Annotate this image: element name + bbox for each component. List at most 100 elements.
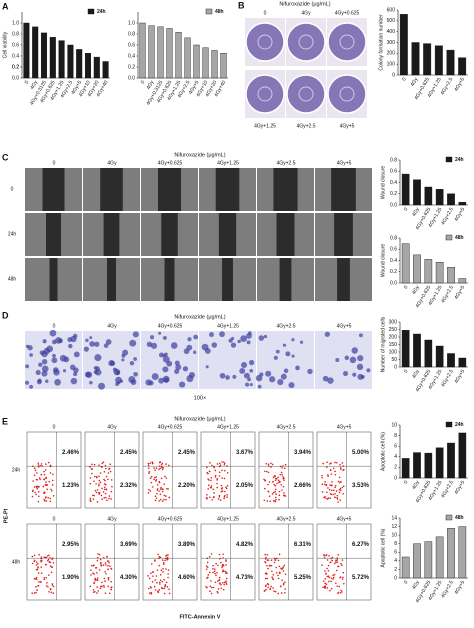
event [268,495,271,498]
event [330,580,332,583]
event [216,479,218,481]
event [37,462,40,464]
event [333,489,335,492]
column-label: 4Gy+0.625 [158,160,183,166]
event [155,467,158,470]
event [150,591,153,594]
bar [166,28,173,79]
event [167,488,169,490]
event [104,580,106,582]
event [210,592,213,595]
event [149,462,151,465]
cell [295,365,300,371]
event [92,494,94,497]
x-tick-label: 4Gy [411,206,421,217]
event [277,479,280,482]
event [342,492,345,495]
event [156,492,158,495]
event [91,463,93,466]
event [107,579,110,581]
event [36,487,39,490]
event [154,469,156,471]
dish-label: 0 [264,10,267,16]
event [206,466,208,469]
cell [209,332,214,338]
flow-plot [84,431,140,509]
bar [401,173,410,206]
event [281,466,283,469]
wound-gap [222,258,233,301]
event [159,467,162,470]
row-label: 24h [12,467,21,473]
dish [245,22,285,62]
event [327,497,330,499]
event [219,462,221,465]
upper-percent: 5.00% [352,450,370,456]
cell [174,368,180,374]
event [340,481,342,483]
x-tick-label: 4Gy [411,368,421,379]
event [37,464,40,466]
cell [94,341,100,347]
event [212,586,215,589]
event [160,486,162,489]
event [38,581,40,583]
lower-percent: 1.23% [62,483,80,489]
event [41,465,43,467]
cell [85,371,93,378]
event [342,485,345,488]
event [340,489,342,492]
event [166,487,168,490]
event [100,585,102,588]
event [327,474,329,476]
event [152,571,155,573]
cell [151,373,159,381]
event [337,592,339,595]
lower-percent: 4.30% [120,575,138,581]
event [335,559,337,562]
event [40,463,43,465]
event [272,573,275,576]
upper-percent: 6.31% [294,542,312,548]
event [150,475,153,478]
event [163,494,166,497]
flow-plot [200,431,256,509]
event [37,563,39,565]
cell [282,343,287,347]
upper-percent: 2.46% [62,450,80,456]
event [36,479,39,481]
bar [193,44,200,79]
event [342,576,344,579]
x-tick-label: 0 [403,368,410,374]
event [98,492,101,494]
legend-swatch [445,421,453,428]
event [335,490,338,492]
event [210,485,213,487]
y-axis-label: Number of migrated cells [380,316,386,372]
cell [122,349,129,356]
event [104,479,106,482]
y-tick-label: 8 [394,541,397,547]
event [225,580,227,583]
event [324,480,326,483]
event [213,568,216,570]
event [222,588,225,591]
event [210,586,213,589]
event [161,466,163,468]
bar [157,26,164,79]
event [48,554,50,557]
event [92,498,95,501]
event [279,473,282,476]
event [221,581,224,584]
event [97,556,99,559]
event [263,487,266,490]
cell [163,377,170,383]
event [216,463,219,465]
event [47,496,49,499]
event [33,474,36,477]
event [43,499,46,502]
cell [228,338,233,343]
event [281,568,283,571]
y-axis-label: Colony formation number [378,14,384,70]
bar [435,189,444,206]
